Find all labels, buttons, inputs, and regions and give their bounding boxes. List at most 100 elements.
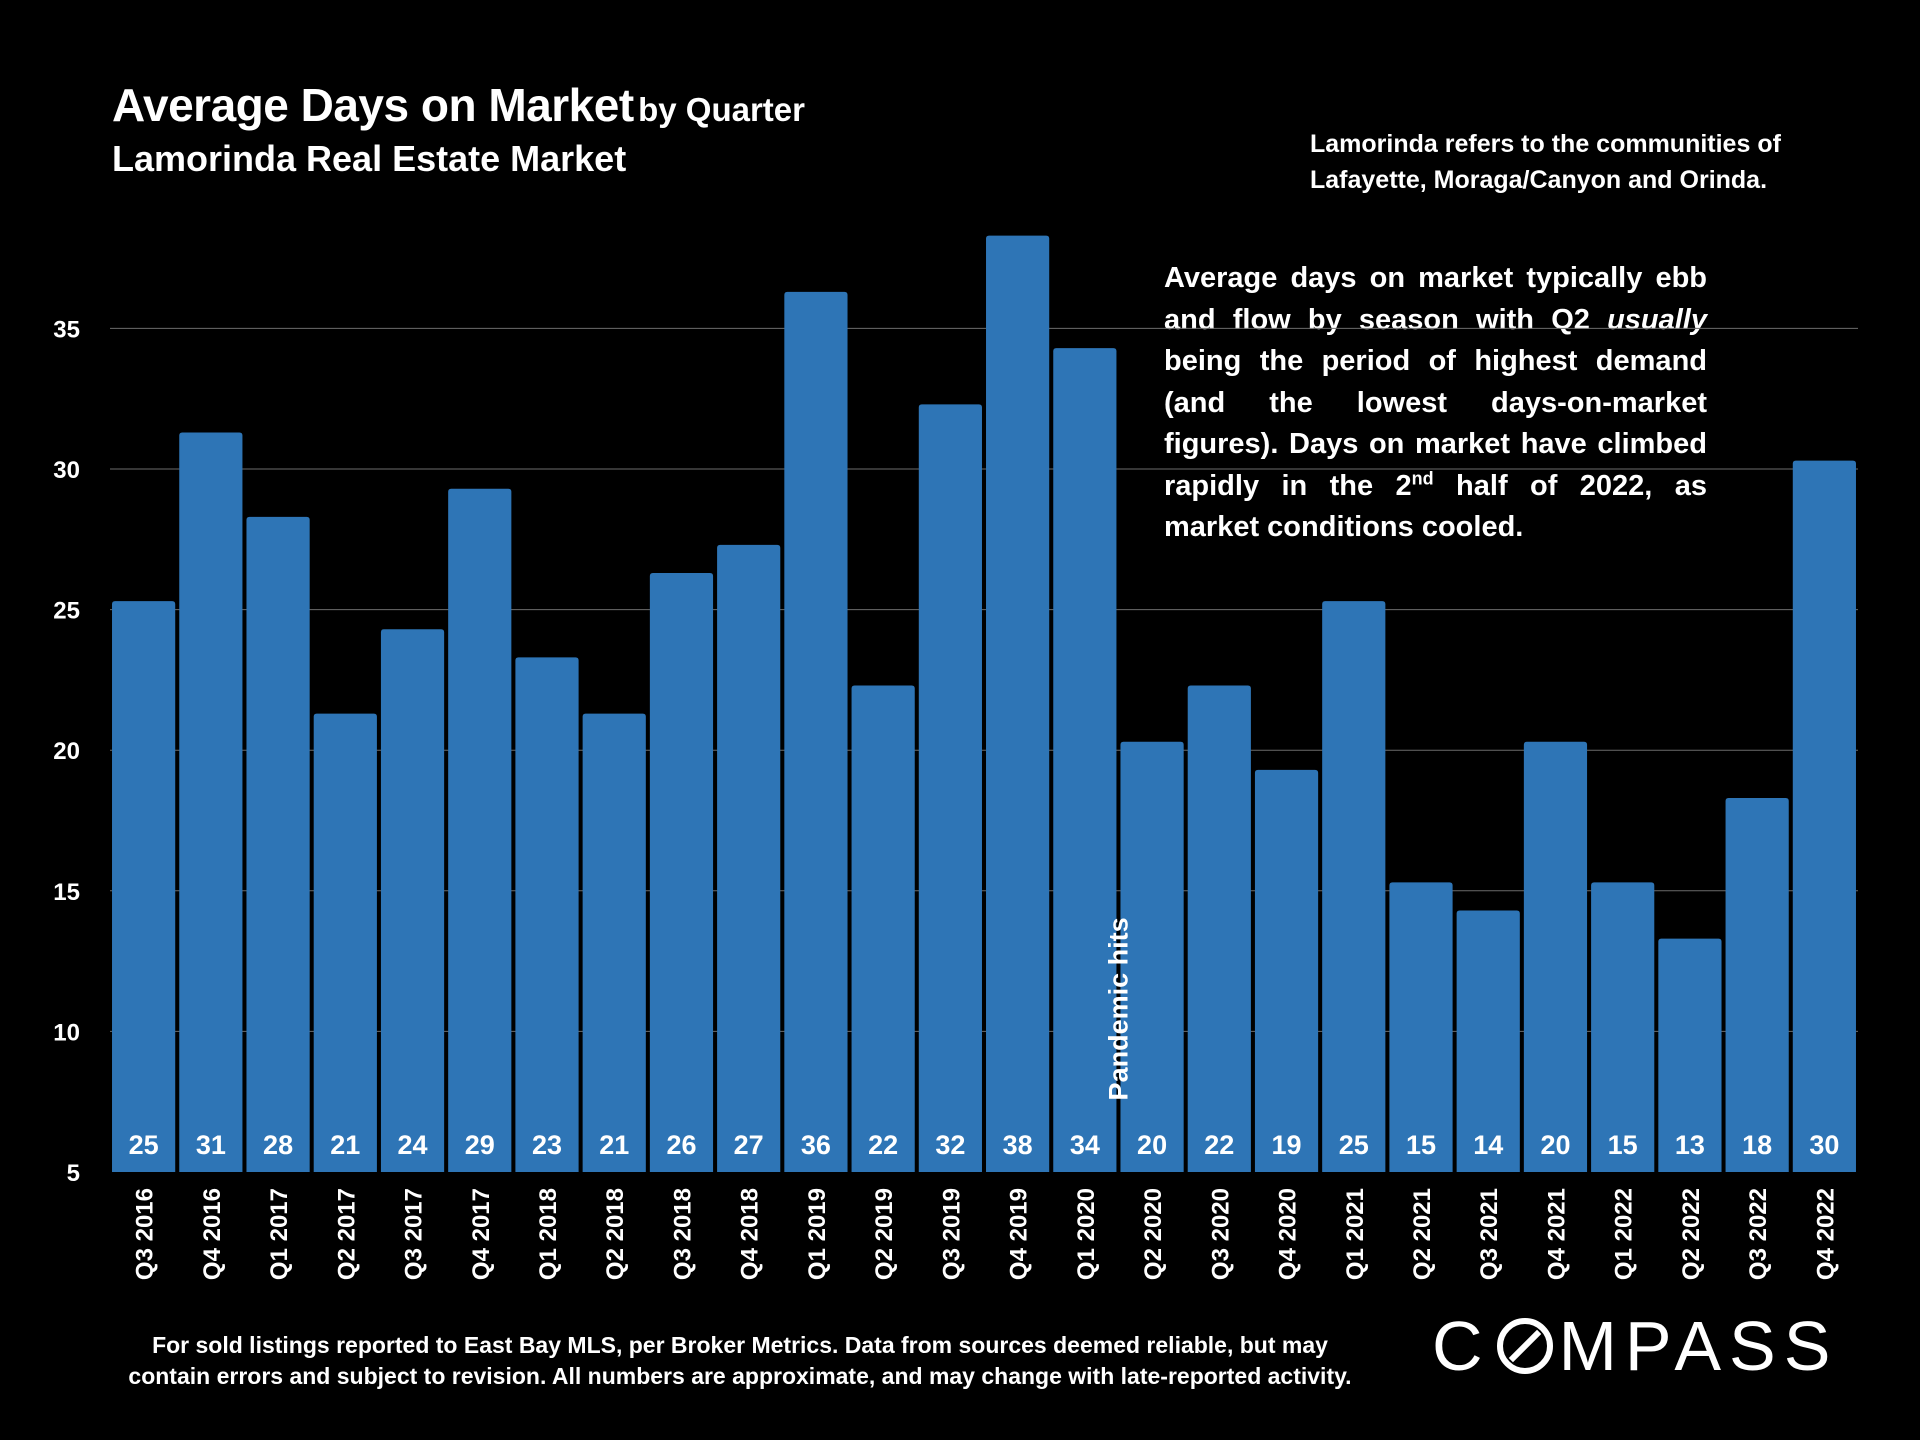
x-tick-label: Q4 2016 xyxy=(199,1188,226,1280)
data-label: 14 xyxy=(1473,1130,1503,1160)
x-tick-label: Q2 2018 xyxy=(602,1188,629,1280)
bar-q3-2016 xyxy=(112,601,176,1172)
x-tick-label: Q3 2020 xyxy=(1207,1188,1234,1280)
data-label: 31 xyxy=(196,1130,226,1160)
x-tick-label: Q3 2021 xyxy=(1476,1188,1503,1280)
bar-q3-2022 xyxy=(1725,798,1789,1172)
event-marker: Pandemic hits xyxy=(1103,917,1133,1100)
x-tick-label: Q4 2017 xyxy=(468,1188,495,1280)
data-label: 34 xyxy=(1070,1130,1100,1160)
logo-letter-c: C xyxy=(1432,1307,1491,1385)
data-label: 26 xyxy=(666,1130,696,1160)
x-tick-label: Q1 2019 xyxy=(804,1188,831,1280)
logo-o-icon xyxy=(1496,1318,1553,1374)
compass-logo: C MPASS xyxy=(1432,1307,1842,1385)
x-tick-label: Q3 2018 xyxy=(669,1188,696,1280)
y-tick-label: 15 xyxy=(53,879,80,906)
event-label: Pandemic hits xyxy=(1103,917,1133,1100)
y-tick-label: 20 xyxy=(53,738,80,765)
bar-q2-2020 xyxy=(1120,741,1184,1172)
data-label: 29 xyxy=(465,1130,495,1160)
bar-q4-2021 xyxy=(1523,741,1588,1172)
annotation-part1: Average days on market typically ebb and… xyxy=(1164,262,1707,336)
bar-q1-2019 xyxy=(784,291,848,1173)
x-tick-label: Q4 2019 xyxy=(1006,1188,1033,1280)
chart-title-suffix: by Quarter xyxy=(638,91,805,128)
x-axis: Q3 2016 Q4 2016 Q1 2017 Q2 2017 Q3 2017 Q4 20… xyxy=(132,1188,1840,1280)
x-tick-label: Q4 2022 xyxy=(1812,1188,1839,1280)
bars xyxy=(112,235,1856,1173)
data-label: 27 xyxy=(734,1130,764,1160)
bar-q2-2022 xyxy=(1658,938,1722,1172)
y-axis: 5 10 15 20 25 30 35 xyxy=(53,316,80,1187)
bar-q4-2017 xyxy=(448,488,512,1173)
x-tick-label: Q4 2018 xyxy=(737,1188,764,1280)
footer-line-1: For sold listings reported to East Bay M… xyxy=(152,1332,1328,1358)
bar-q4-2019 xyxy=(986,235,1050,1172)
data-label: 38 xyxy=(1003,1130,1033,1160)
annotation-emphasis: usually xyxy=(1607,303,1707,336)
x-tick-label: Q1 2017 xyxy=(266,1188,293,1280)
x-tick-label: Q1 2021 xyxy=(1342,1188,1369,1280)
bar-q1-2020 xyxy=(1053,348,1117,1172)
x-tick-label: Q2 2021 xyxy=(1409,1188,1436,1280)
bar-q1-2022 xyxy=(1591,882,1655,1172)
region-note: Lamorinda refers to the communities of L… xyxy=(1310,130,1781,194)
bar-q2-2017 xyxy=(313,713,377,1172)
x-tick-label: Q3 2016 xyxy=(132,1188,159,1280)
data-label: 23 xyxy=(532,1130,562,1160)
data-label: 21 xyxy=(599,1130,629,1160)
x-tick-label: Q1 2020 xyxy=(1073,1188,1100,1280)
data-label: 24 xyxy=(398,1130,428,1160)
y-tick-label: 35 xyxy=(53,316,80,343)
annotation-text: Average days on market typically ebb and… xyxy=(1164,258,1707,549)
bar-q3-2017 xyxy=(380,629,445,1172)
bar-q4-2022 xyxy=(1792,460,1856,1172)
data-label: 30 xyxy=(1809,1130,1839,1160)
x-tick-label: Q2 2020 xyxy=(1140,1188,1167,1280)
data-label: 18 xyxy=(1742,1130,1772,1160)
data-labels: 25 31 28 21 24 29 23 21 26 27 36 22 32 38 34 20 22 19 25 15… xyxy=(129,1130,1840,1160)
data-label: 15 xyxy=(1406,1130,1436,1160)
bar-q4-2016 xyxy=(179,432,243,1172)
chart-subtitle: Lamorinda Real Estate Market xyxy=(112,138,627,179)
data-label: 25 xyxy=(1339,1130,1369,1160)
bar-q3-2019 xyxy=(918,404,982,1172)
bar-q3-2018 xyxy=(649,573,714,1172)
x-tick-label: Q2 2022 xyxy=(1678,1188,1705,1280)
annotation-part2: being the period of highest demand (and … xyxy=(1164,345,1707,502)
annotation-part3: half of 2022, as market conditions coole… xyxy=(1164,469,1707,544)
logo-letters-mpass: MPASS xyxy=(1558,1307,1839,1385)
annotation-superscript: nd xyxy=(1411,467,1434,488)
data-label: 20 xyxy=(1137,1130,1167,1160)
data-label: 21 xyxy=(330,1130,360,1160)
bar-q2-2018 xyxy=(582,713,646,1172)
bar-q1-2021 xyxy=(1322,601,1386,1172)
y-tick-label: 10 xyxy=(53,1019,80,1046)
bar-q3-2021 xyxy=(1456,910,1520,1172)
footer-line-2: contain errors and subject to revision. … xyxy=(128,1363,1352,1389)
x-tick-label: Q3 2019 xyxy=(938,1188,965,1280)
bar-q2-2021 xyxy=(1389,882,1453,1172)
data-label: 20 xyxy=(1540,1130,1570,1160)
data-label: 28 xyxy=(263,1130,293,1160)
y-tick-label: 25 xyxy=(53,598,80,625)
x-tick-label: Q3 2017 xyxy=(401,1188,428,1280)
bar-q1-2017 xyxy=(246,516,310,1172)
bar-q4-2020 xyxy=(1254,769,1319,1172)
bar-q1-2018 xyxy=(515,657,579,1172)
x-tick-label: Q4 2020 xyxy=(1275,1188,1302,1280)
y-tick-label: 30 xyxy=(53,457,80,484)
bar-q2-2019 xyxy=(851,685,915,1172)
y-tick-label: 5 xyxy=(67,1160,80,1187)
data-label: 22 xyxy=(1204,1130,1234,1160)
data-label: 32 xyxy=(935,1130,965,1160)
x-tick-label: Q2 2019 xyxy=(871,1188,898,1280)
data-label: 15 xyxy=(1608,1130,1638,1160)
data-label: 19 xyxy=(1272,1130,1302,1160)
data-label: 36 xyxy=(801,1130,831,1160)
chart-title: Average Days on Market xyxy=(112,79,634,131)
x-tick-label: Q1 2018 xyxy=(535,1188,562,1280)
